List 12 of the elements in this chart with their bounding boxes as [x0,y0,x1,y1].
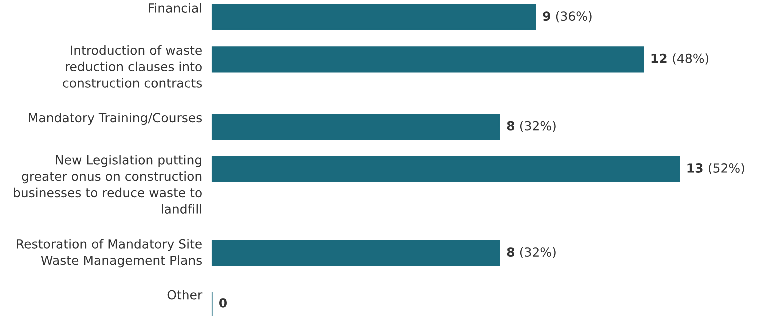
y-tick-label: Mandatory Training/Courses [29,112,202,126]
y-tick-label: Other [168,290,203,300]
data-label: 8 (32%) [507,121,556,132]
data-label: 12 (48%) [652,54,709,65]
data-label: 13 (52%) [688,163,744,174]
data-label: 8 (32%) [507,247,556,258]
data-label: 0 [220,298,228,308]
data-label: 9 (36%) [543,11,592,23]
y-tick-label: Introduction of waste reduction clauses into construction contracts [63,45,202,88]
y-tick-label: Financial [149,3,202,13]
y-tick-label: Restoration of Mandatory Site Waste Management Plans [17,239,202,268]
y-tick-label: New Legislation putting greater onus on construction businesses to reduce waste to landfill [14,155,202,214]
